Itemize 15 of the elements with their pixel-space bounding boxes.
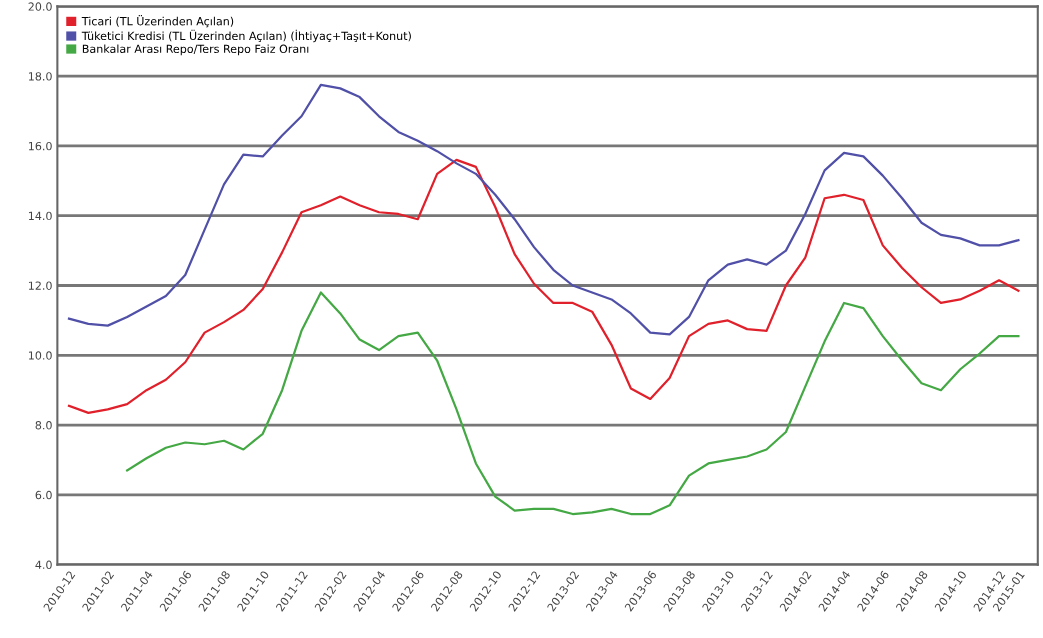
y-tick-label: 12.0 [28,281,52,290]
y-tick-label: 6.0 [35,490,52,500]
y-tick-label: 10.0 [28,351,52,360]
y-tick-label: 14.0 [28,211,52,221]
line-series [126,291,1020,516]
legend-label: Tüketici Kredisi (TL Üzerinden Açılan) (İhtiyaç+Taşıt+Konut) [81,29,411,43]
y-tick-label: 18.0 [28,72,52,81]
line-series [67,158,1020,414]
y-tick-label: 8.0 [35,421,52,430]
legend-label: Ticari (TL Üzerinden Açılan) [81,15,234,28]
legend-label: Bankalar Arası Repo/Ters Repo Faiz Oranı [82,44,309,56]
y-tick-label: 20.0 [28,2,52,11]
line-series [67,83,1020,336]
y-tick-label: 16.0 [28,141,52,151]
y-tick-label: 4.0 [35,560,52,570]
